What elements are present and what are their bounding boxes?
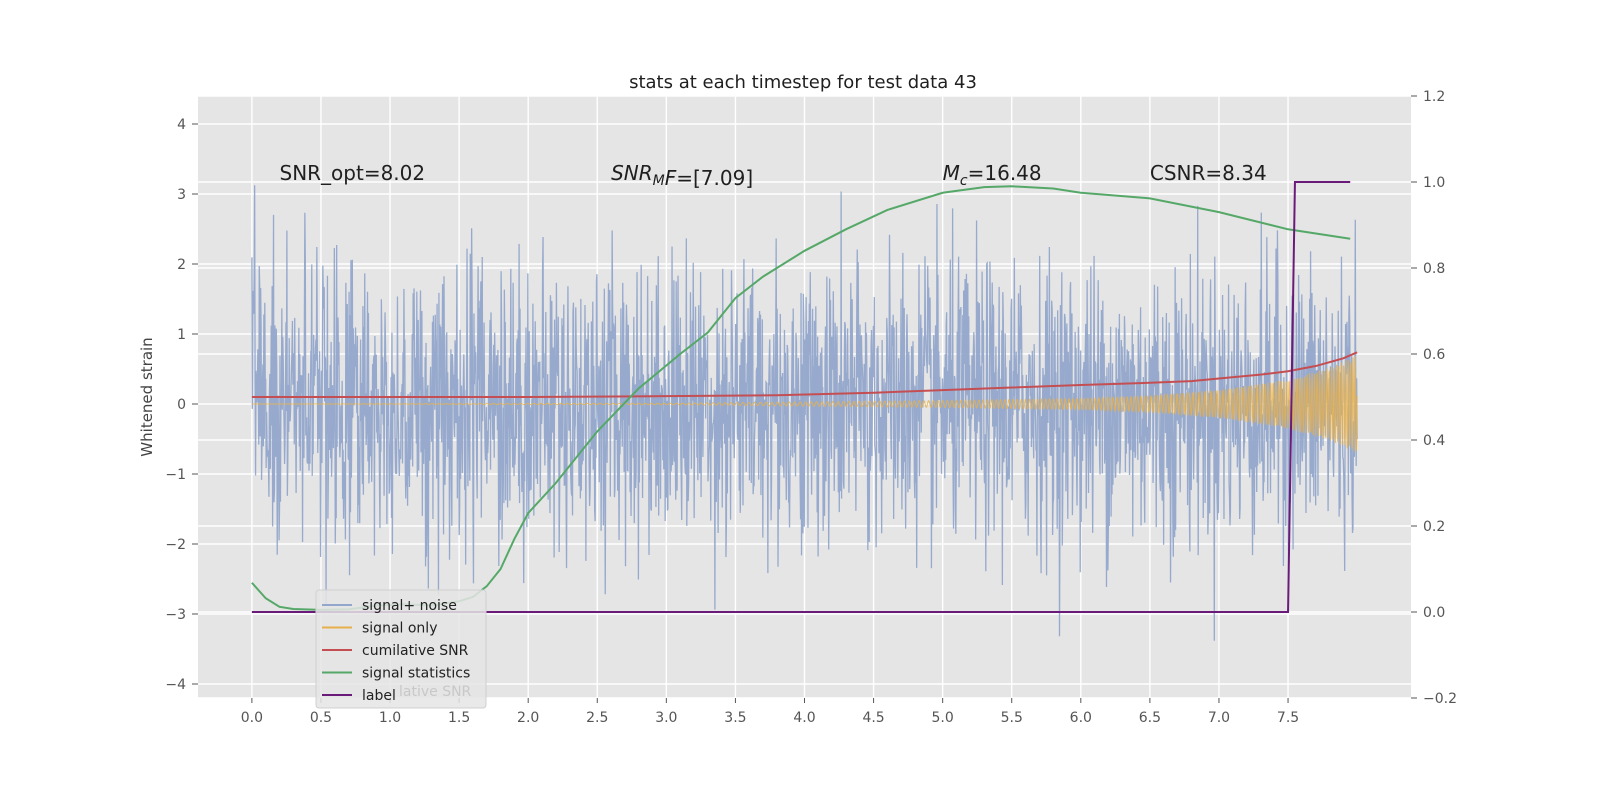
y-tick-label: 4 [177, 117, 186, 133]
y2-tick-label: 0.0 [1423, 605, 1445, 621]
legend-box [315, 589, 487, 709]
y2-tick-label: 0.6 [1423, 347, 1445, 363]
signal-plus-noise-series [251, 185, 1358, 641]
legend-label: cumilative SNR [362, 643, 469, 659]
x-tick-label: 7.0 [1208, 710, 1230, 726]
x-tick-label: 1.0 [379, 710, 401, 726]
y2-tick-label: 1.2 [1423, 89, 1445, 105]
series-signal-plus-noise [251, 185, 1358, 641]
annotation-text: Mc=16.48 [943, 161, 1042, 189]
legend: lative SNR signal+ noise signal only cumila… [315, 589, 487, 709]
legend-label: signal+ noise [362, 598, 457, 614]
y2-tick-label: 0.8 [1423, 261, 1445, 277]
y2-tick-label: 1.0 [1423, 175, 1445, 191]
annotation-text: SNR_opt=8.02 [280, 161, 426, 185]
x-tick-label: 2.0 [517, 710, 539, 726]
y2-tick-label: −0.2 [1423, 691, 1457, 707]
y2-tick-label: 0.4 [1423, 433, 1445, 449]
x-tick-label: 2.5 [586, 710, 608, 726]
y-tick-label: −4 [165, 677, 186, 693]
legend-ghost-text: lative SNR [399, 684, 472, 700]
series-signal-only [251, 356, 1358, 452]
y-axis-ticks: −4 −3 −2 −1 0 1 2 3 4 [165, 117, 198, 693]
y-axis-label: Whitened strain [138, 337, 156, 456]
y-tick-label: 2 [177, 257, 186, 273]
y-tick-label: 1 [177, 327, 186, 343]
y-tick-label: −1 [165, 467, 186, 483]
x-tick-label: 4.5 [862, 710, 884, 726]
x-tick-label: 6.5 [1139, 710, 1161, 726]
legend-label: label [362, 688, 396, 704]
x-tick-label: 0.0 [241, 710, 263, 726]
chart-title: stats at each timestep for test data 43 [629, 72, 977, 93]
series-label [251, 181, 1351, 613]
x-tick-label: 3.5 [724, 710, 746, 726]
y-tick-label: −2 [165, 537, 186, 553]
x-tick-label: 3.0 [655, 710, 677, 726]
y2-tick-label: 0.2 [1423, 519, 1445, 535]
x-tick-label: 0.5 [310, 710, 332, 726]
y2-axis-ticks: −0.2 0.0 0.2 0.4 0.6 0.8 1.0 1.2 [1411, 89, 1457, 707]
x-axis-ticks: 0.0 0.5 1.0 1.5 2.0 2.5 3.0 3.5 4.0 4.5 5.0 5.5 6.0 6… [241, 698, 1299, 726]
annotation-text: CSNR=8.34 [1150, 161, 1267, 185]
annotation-text: SNRMF=[7.09] [611, 161, 753, 190]
annotations: SNR_opt=8.02 SNRMF=[7.09] Mc=16.48 CSNR=8.3… [280, 161, 1267, 190]
y-tick-label: 0 [177, 397, 186, 413]
x-tick-label: 7.5 [1277, 710, 1299, 726]
x-tick-label: 5.5 [1001, 710, 1023, 726]
signal-only-series [251, 356, 1358, 452]
x-tick-label: 1.5 [448, 710, 470, 726]
legend-label: signal statistics [362, 666, 470, 682]
x-tick-label: 4.0 [793, 710, 815, 726]
series-cumilative-snr [251, 351, 1358, 398]
y-tick-label: 3 [177, 187, 186, 203]
y-tick-label: −3 [165, 607, 186, 623]
x-tick-label: 6.0 [1070, 710, 1092, 726]
x-tick-label: 5.0 [932, 710, 954, 726]
legend-label: signal only [362, 621, 437, 637]
